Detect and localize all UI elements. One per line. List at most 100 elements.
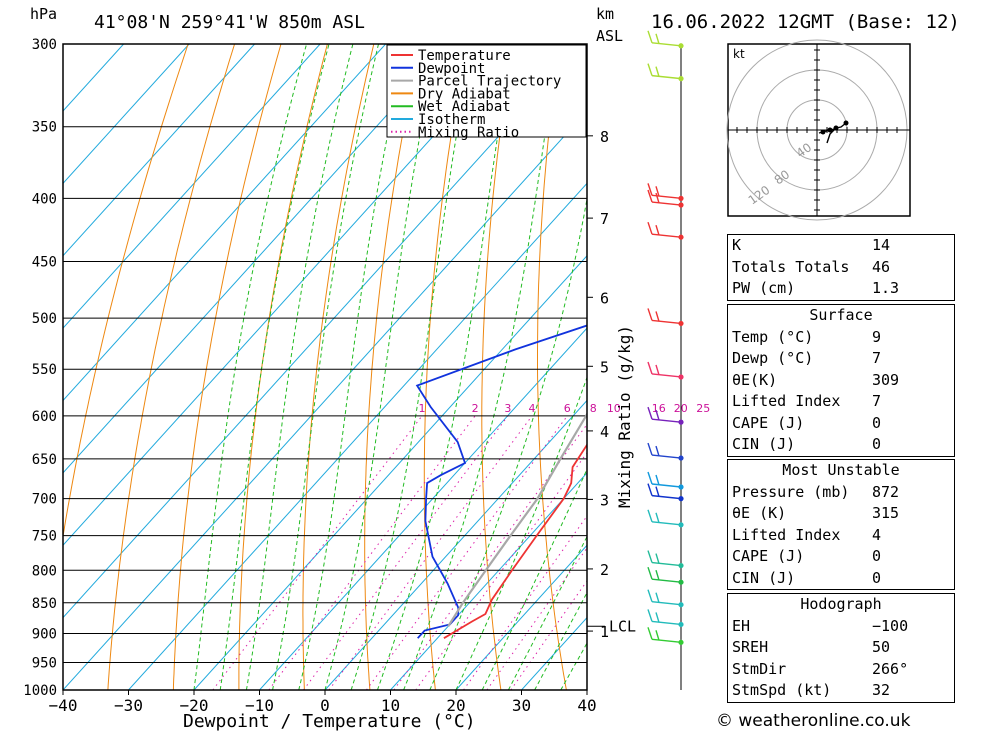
barb-flag (647, 589, 653, 602)
isobars (63, 43, 587, 691)
hodograph-point (843, 120, 849, 126)
isotherm (63, 44, 190, 185)
x-tick-label: 10 (381, 696, 400, 715)
mixing-ratio-label: 25 (696, 402, 710, 415)
x-axis-title: Dewpoint / Temperature (°C) (183, 711, 476, 732)
legend-box (386, 44, 587, 138)
index-label: θE (K) (732, 504, 787, 522)
barb-staff (651, 561, 682, 567)
wind-barb (647, 442, 684, 461)
index-label: StmDir (732, 659, 787, 678)
dry-adiabat (172, 44, 282, 690)
isotherm (128, 182, 587, 690)
height-axis: 8 7 6 5 4 3 2 1 LCL (587, 128, 636, 641)
barb-dot (678, 419, 684, 425)
x-tick-label: −10 (245, 696, 274, 715)
isotherm (63, 110, 587, 690)
table-row: Temp (°C) 9 (728, 327, 954, 349)
dry-adiabat (238, 44, 328, 690)
barb-flag (655, 33, 660, 44)
hodograph-indices-table: Hodograph EH −100 SREH 50 StmDir 266° StmSpd (k… (727, 593, 955, 703)
legend-entry: Mixing Ratio (418, 125, 519, 141)
barb-staff (651, 454, 682, 459)
mixing-ratio-line (365, 415, 568, 690)
table-row: PW (cm) 1.3 (728, 278, 954, 300)
wind-barb (647, 63, 684, 82)
table-row: CAPE (J) 0 (728, 546, 954, 568)
index-label: Pressure (mb) (732, 482, 850, 501)
barb-staff (651, 74, 682, 80)
mixing-ratio-labels: 1 2 3 4 6 8 10 16 20 25 (419, 402, 711, 415)
wind-barb (647, 406, 684, 425)
barb-dot (678, 202, 684, 208)
index-label: Totals Totals (732, 257, 850, 276)
mixing-ratio-label: 16 (652, 402, 666, 415)
barb-flag (647, 30, 653, 44)
pressure-tick-label: 1000 (23, 683, 57, 699)
wind-barb (647, 589, 684, 608)
mixing-ratio-label: 8 (590, 402, 597, 415)
index-value: 0 (872, 547, 882, 565)
legend-entry: Parcel Trajectory (418, 74, 561, 90)
table-row: Lifted Index 7 (728, 391, 954, 413)
barb-staff (651, 319, 682, 325)
wind-barb (647, 550, 684, 569)
km-tick-label: 5 (600, 358, 609, 376)
barb-staff (651, 638, 682, 644)
wind-barb (647, 189, 684, 208)
pressure-tick-label: 600 (32, 409, 57, 425)
index-label: CAPE (J) (732, 547, 805, 565)
barb-dot (678, 522, 684, 528)
barb-flag (655, 630, 660, 641)
barb-dot (678, 320, 684, 327)
km-tick-label: 2 (600, 561, 609, 579)
index-label: K (732, 236, 742, 254)
dry-adiabat (644, 44, 698, 690)
pressure-tick-label: 400 (32, 191, 57, 207)
table-row: Pressure (mb) 872 (728, 482, 954, 504)
pressure-tick-label: 350 (32, 120, 57, 136)
barb-staff (651, 233, 682, 238)
index-value: 1.3 (872, 279, 900, 297)
pressure-tick-label: 950 (32, 655, 57, 671)
table-row: EH −100 (728, 616, 954, 638)
wind-barb (647, 609, 684, 628)
barb-flag (647, 509, 653, 523)
barb-flag (655, 486, 660, 497)
barb-dot (678, 195, 684, 201)
index-value: 0 (872, 568, 882, 587)
barb-flag (647, 471, 653, 485)
index-label: Temp (°C) (732, 327, 814, 346)
barb-dot (678, 562, 684, 569)
pressure-tick-label: 300 (32, 37, 57, 53)
barb-flag (655, 311, 660, 322)
barb-dot (678, 43, 684, 49)
barb-staff (651, 578, 682, 583)
x-tick-label: −40 (49, 696, 78, 715)
barb-flag (655, 474, 660, 486)
series-parcel-trajectory (447, 412, 587, 627)
barb-flag (655, 612, 660, 623)
surface-indices-table: Surface Temp (°C) 9 Dewp (°C) 7 θE(K) 309 Lifte… (727, 304, 955, 457)
index-label: CIN (J) (732, 568, 796, 587)
mixing-ratio-line (268, 415, 476, 690)
barb-flag (647, 183, 653, 196)
legend-entry: Dry Adiabat (418, 86, 511, 102)
barb-flag (647, 221, 653, 235)
isotherm (193, 255, 587, 690)
index-value: 309 (872, 370, 900, 389)
x-tick-label: −20 (180, 696, 209, 715)
km-tick-label: 1 (600, 623, 609, 641)
index-value: 0 (872, 413, 882, 432)
wind-barb (647, 566, 684, 585)
wind-barb (647, 509, 684, 528)
km-tick-label: 8 (600, 128, 609, 146)
isotherm (455, 544, 587, 690)
table-title: Hodograph (800, 595, 882, 613)
x-tick-label: 30 (512, 696, 531, 715)
legend-entry: Dewpoint (418, 61, 485, 77)
wet-adiabat (245, 44, 354, 690)
lcl-label: LCL (609, 617, 636, 635)
table-row: Lifted Index 4 (728, 525, 954, 547)
